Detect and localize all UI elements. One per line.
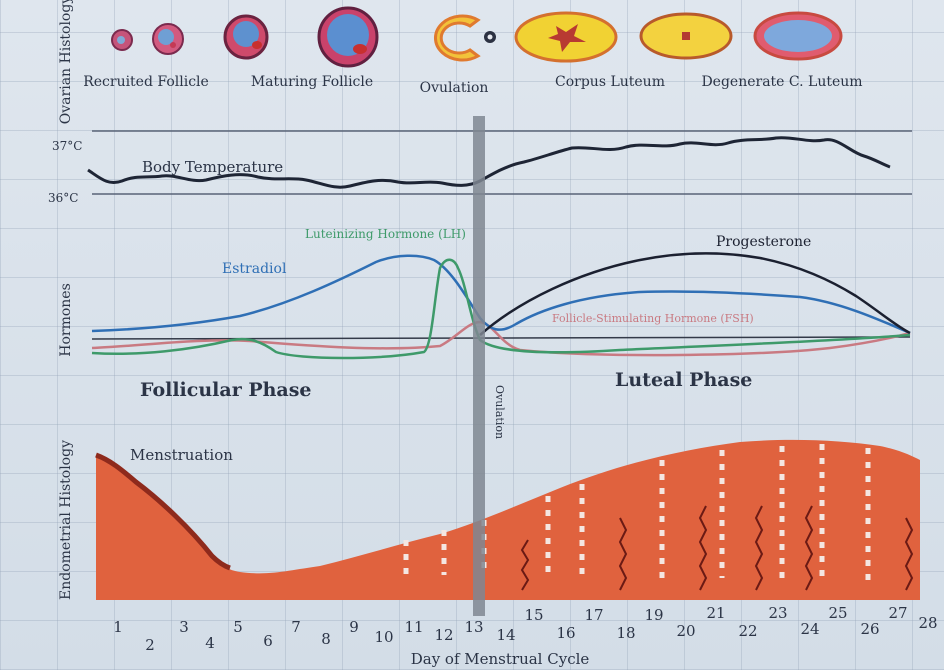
day-axis: 1 3 5 7 9 11 13 15 17 19 21 23 25 27 2 4… xyxy=(113,604,937,654)
day-14: 14 xyxy=(496,626,515,644)
degenerate-corpus-luteum-label: Degenerate C. Luteum xyxy=(701,74,862,90)
temp-37-label: 37°C xyxy=(52,139,82,153)
day-19: 19 xyxy=(644,606,663,624)
day-21: 21 xyxy=(706,604,725,622)
day-13: 13 xyxy=(464,618,483,636)
day-26: 26 xyxy=(860,620,879,638)
menstruation-label: Menstruation xyxy=(130,446,233,464)
day-5: 5 xyxy=(233,618,243,636)
luteal-phase-label: Luteal Phase xyxy=(615,369,752,391)
day-24: 24 xyxy=(800,620,819,638)
day-25: 25 xyxy=(828,604,847,622)
day-11: 11 xyxy=(404,618,423,636)
ovary-stage-icons xyxy=(111,6,843,68)
day-23: 23 xyxy=(768,604,787,622)
day-3: 3 xyxy=(179,618,189,636)
body-temperature-label: Body Temperature xyxy=(142,158,283,176)
day-15: 15 xyxy=(524,606,543,624)
corpus-luteum-label: Corpus Luteum xyxy=(555,74,665,90)
ovary-stage-labels: Recruited Follicle Maturing Follicle Ovu… xyxy=(83,74,862,96)
spiral-arteries xyxy=(520,505,914,591)
ovulation-stage-label: Ovulation xyxy=(420,80,489,96)
ovulation-divider-label: Ovulation xyxy=(493,385,506,439)
estradiol-curve xyxy=(91,254,911,335)
ovarian-histology-label: Ovarian Histology xyxy=(58,0,74,124)
day-16: 16 xyxy=(556,624,575,642)
day-2: 2 xyxy=(145,636,155,654)
day-1: 1 xyxy=(113,618,123,636)
day-17: 17 xyxy=(584,606,603,624)
endometrial-histology-label: Endometrial Histology xyxy=(58,440,74,600)
endometrium-layer xyxy=(96,439,920,600)
endometrium-shed-edge xyxy=(95,452,231,571)
estradiol-label: Estradiol xyxy=(222,261,287,277)
ovulation-icon xyxy=(433,14,481,62)
x-axis-title: Day of Menstrual Cycle xyxy=(411,650,590,668)
day-6: 6 xyxy=(263,632,273,650)
progesterone-curve xyxy=(479,252,911,336)
day-4: 4 xyxy=(205,634,215,652)
day-18: 18 xyxy=(616,624,635,642)
day-9: 9 xyxy=(349,618,359,636)
day-12: 12 xyxy=(434,626,453,644)
hormone-labels: Estradiol Luteinizing Hormone (LH) Proge… xyxy=(222,227,811,325)
day-10: 10 xyxy=(374,628,393,646)
day-27: 27 xyxy=(888,604,907,622)
hormones-label: Hormones xyxy=(58,283,74,357)
ovulation-divider xyxy=(473,116,485,616)
progesterone-label: Progesterone xyxy=(716,234,811,250)
recruited-follicle-label: Recruited Follicle xyxy=(83,74,209,90)
day-22: 22 xyxy=(738,622,757,640)
follicular-phase-label: Follicular Phase xyxy=(140,379,312,401)
day-28: 28 xyxy=(918,614,937,632)
day-8: 8 xyxy=(321,630,331,648)
fsh-label: Follicle-Stimulating Hormone (FSH) xyxy=(552,312,754,325)
day-7: 7 xyxy=(291,618,301,636)
day-20: 20 xyxy=(676,622,695,640)
lh-label: Luteinizing Hormone (LH) xyxy=(305,227,466,241)
temp-36-label: 36°C xyxy=(48,191,78,205)
maturing-follicle-label: Maturing Follicle xyxy=(251,74,373,90)
lh-curve xyxy=(91,258,911,360)
